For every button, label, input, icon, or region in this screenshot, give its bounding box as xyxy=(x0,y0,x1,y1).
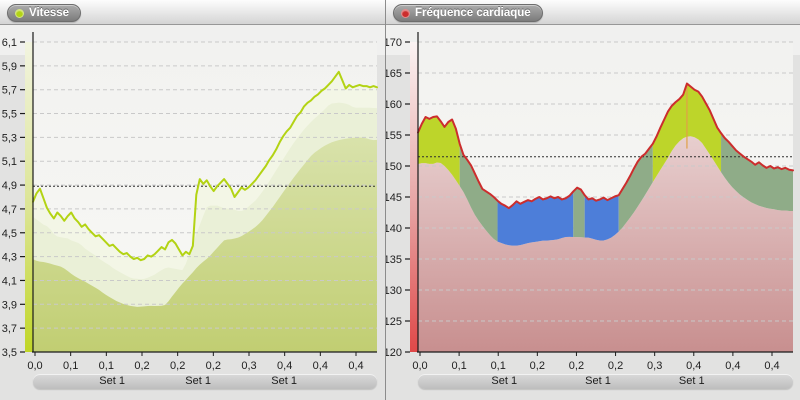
y-tick-label: 3,7 xyxy=(2,323,17,335)
zone-scale-strip xyxy=(25,42,33,352)
y-tick-label: 5,9 xyxy=(2,61,17,73)
x-tick-label: 0,1 xyxy=(99,360,114,372)
y-tick-label: 155 xyxy=(386,130,402,142)
series-line xyxy=(417,82,794,210)
x-tick-label: 0,1 xyxy=(491,360,506,372)
heart-rate-legend-label: Fréquence cardiaque xyxy=(415,7,531,19)
y-tick-label: 120 xyxy=(386,347,402,359)
x-tick-label: 0,4 xyxy=(348,360,363,372)
y-tick-label: 4,7 xyxy=(2,204,17,216)
x-tick-label: 0,3 xyxy=(647,360,662,372)
x-tick-label: 0,2 xyxy=(530,360,545,372)
set-label: Set 1 xyxy=(185,375,211,387)
x-tick-label: 0,4 xyxy=(725,360,740,372)
speed-series-dot-icon xyxy=(15,8,24,18)
set-label: Set 1 xyxy=(678,375,705,387)
y-tick-label: 5,1 xyxy=(2,156,17,168)
panel-divider xyxy=(385,0,386,400)
y-tick-label: 5,3 xyxy=(2,132,17,144)
heart-rate-set-bar[interactable]: Set 1 Set 1 Set 1 xyxy=(418,374,793,389)
hr-zone-mid-band xyxy=(618,143,653,232)
speed-chart-canvas: 6,1 5,9 5,7 5,5 5,3 5,1 4,9 4,7 4,5 4,3 4,1 3,9 3,7 3… xyxy=(0,25,385,400)
y-tick-label: 4,1 xyxy=(2,275,17,287)
heart-rate-series-dot-icon xyxy=(401,8,410,18)
speed-set-bar[interactable]: Set 1 Set 1 Set 1 xyxy=(33,374,377,389)
x-tick-label: 0,4 xyxy=(686,360,701,372)
area-fill xyxy=(418,136,793,352)
y-tick-label: 5,5 xyxy=(2,109,17,121)
y-tick-label: 130 xyxy=(386,285,402,297)
y-tick-label: 165 xyxy=(386,68,402,80)
x-tick-label: 0,1 xyxy=(451,360,466,372)
y-tick-label: 160 xyxy=(386,99,402,111)
set-label: Set 1 xyxy=(585,375,611,387)
x-tick-label: 0,1 xyxy=(63,360,78,372)
x-tick-label: 0,3 xyxy=(241,360,256,372)
y-tick-label: 4,9 xyxy=(2,180,17,192)
x-tick-label: 0,2 xyxy=(206,360,221,372)
y-tick-label: 150 xyxy=(386,161,402,173)
y-tick-label: 5,7 xyxy=(2,85,17,97)
hr-zone-low-band xyxy=(497,191,574,246)
speed-legend-pill[interactable]: Vitesse xyxy=(7,4,82,22)
y-tick-label: 3,9 xyxy=(2,299,17,311)
x-tick-label: 0,2 xyxy=(134,360,149,372)
y-tick-label: 4,3 xyxy=(2,252,17,264)
hr-zone-mid-band xyxy=(721,133,793,212)
series-line xyxy=(32,70,378,262)
heart-rate-panel: 170 165 160 155 150 145 140 135 130 125 120 0,0 0,1 0… xyxy=(386,0,800,400)
y-tick-label: 6,1 xyxy=(2,37,17,49)
x-tick-label: 0,0 xyxy=(27,360,42,372)
x-tick-label: 0,2 xyxy=(170,360,185,372)
set-label: Set 1 xyxy=(99,375,125,387)
y-tick-label: 4,5 xyxy=(2,228,17,240)
heart-rate-legend-pill[interactable]: Fréquence cardiaque xyxy=(393,4,543,22)
zone-scale-strip xyxy=(410,42,418,352)
hr-zone-mid-band xyxy=(573,187,585,238)
y-tick-label: 140 xyxy=(386,223,402,235)
y-tick-label: 145 xyxy=(386,192,402,204)
set-label: Set 1 xyxy=(491,375,518,387)
x-tick-label: 0,2 xyxy=(608,360,623,372)
y-tick-label: 3,5 xyxy=(2,347,17,359)
area-fill xyxy=(33,137,377,352)
hr-zone-low-band xyxy=(584,195,619,241)
speed-panel: 6,1 5,9 5,7 5,5 5,3 5,1 4,9 4,7 4,5 4,3 4,1 3,9 3,7 3… xyxy=(0,0,385,400)
x-tick-label: 0,4 xyxy=(277,360,292,372)
x-tick-label: 0,2 xyxy=(569,360,584,372)
x-tick-label: 0,4 xyxy=(313,360,328,372)
heart-rate-chart-canvas: 170 165 160 155 150 145 140 135 130 125 120 0,0 0,1 0… xyxy=(386,25,800,400)
y-tick-label: 135 xyxy=(386,254,402,266)
y-tick-label: 125 xyxy=(386,316,402,328)
x-tick-label: 0,0 xyxy=(412,360,427,372)
speed-legend-label: Vitesse xyxy=(29,7,70,19)
x-tick-label: 0,4 xyxy=(764,360,779,372)
set-label: Set 1 xyxy=(271,375,297,387)
hr-zone-mid-band xyxy=(459,143,498,242)
hr-zone-high-band xyxy=(418,116,460,186)
y-tick-label: 170 xyxy=(386,37,402,49)
